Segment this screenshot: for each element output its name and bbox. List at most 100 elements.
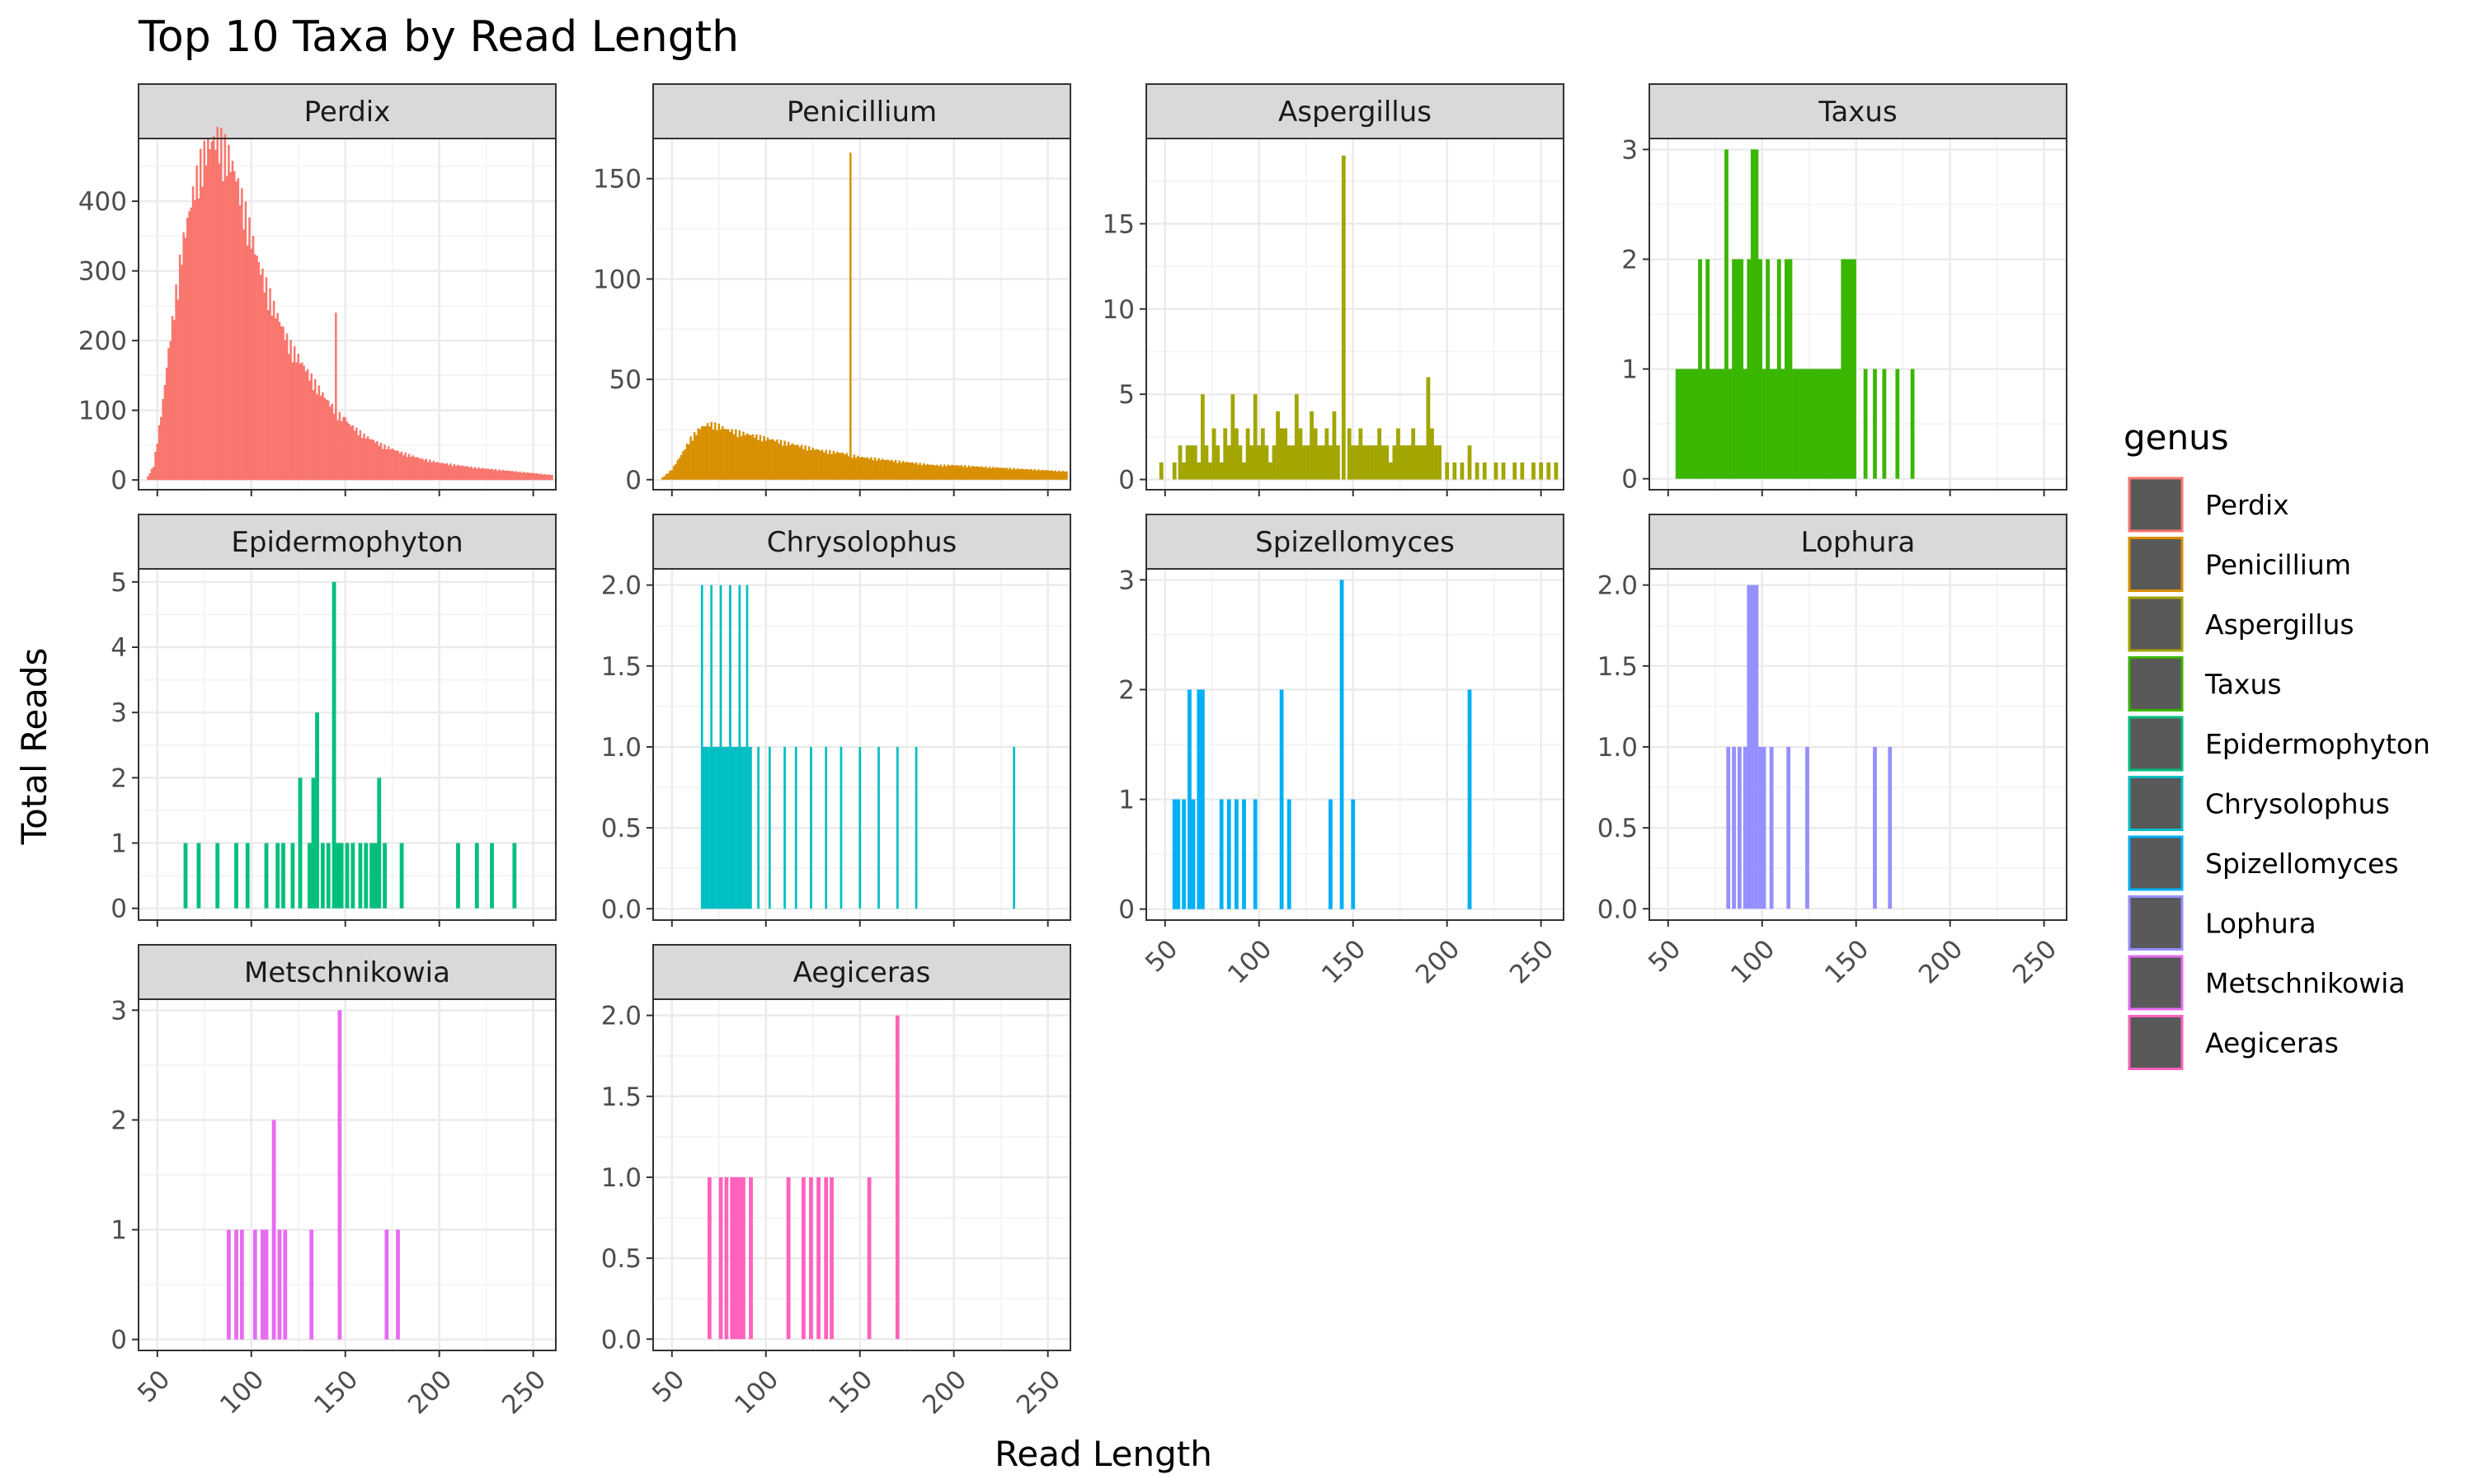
bar — [1788, 259, 1793, 479]
bar — [400, 451, 403, 481]
bar — [1747, 585, 1752, 909]
bar — [675, 464, 677, 480]
x-tick-label: 150 — [1819, 934, 1874, 989]
bar — [319, 395, 322, 481]
bar — [1716, 369, 1721, 479]
bar — [512, 843, 517, 909]
legend-key — [2128, 776, 2184, 831]
bar — [1003, 468, 1006, 480]
bar — [1805, 746, 1809, 909]
legend-key — [2128, 1015, 2184, 1070]
bar — [717, 746, 721, 909]
bar — [1037, 469, 1040, 480]
bar — [254, 254, 256, 481]
bar — [237, 178, 240, 481]
bar — [501, 469, 505, 481]
bar — [952, 465, 955, 480]
facet-strip-label: Penicillium — [787, 96, 937, 129]
bar — [528, 472, 531, 481]
bar — [148, 472, 151, 481]
bar — [723, 746, 726, 909]
bar — [920, 465, 924, 480]
bar — [665, 474, 668, 480]
bar — [913, 463, 916, 480]
bar — [689, 436, 692, 480]
bar — [1317, 445, 1322, 480]
bar — [707, 1176, 712, 1340]
bar — [1766, 259, 1770, 479]
bar — [988, 466, 991, 480]
bar — [685, 444, 689, 480]
bar — [156, 444, 159, 481]
bar — [173, 320, 176, 481]
bar — [794, 444, 797, 480]
bar — [895, 1015, 900, 1340]
bar — [1701, 369, 1706, 479]
bar — [680, 454, 683, 480]
bar — [176, 299, 180, 481]
bar — [735, 429, 737, 480]
bar — [1531, 462, 1536, 480]
bar — [365, 438, 368, 481]
bar — [1197, 689, 1202, 909]
bar — [332, 413, 336, 481]
bar — [312, 390, 315, 481]
bar — [1211, 428, 1216, 480]
y-tick-label: 0 — [1118, 466, 1135, 495]
bar — [396, 1229, 400, 1340]
y-tick-label: 3 — [111, 698, 127, 728]
legend-item-spizellomyces: Spizellomyces — [2128, 835, 2399, 891]
panel-border — [138, 998, 557, 1351]
bar — [892, 462, 896, 480]
bar — [338, 411, 341, 481]
bar — [1739, 259, 1744, 479]
bar — [938, 466, 940, 480]
bar — [383, 843, 387, 909]
bar — [538, 474, 540, 481]
bar — [704, 426, 708, 480]
legend-label: Chrysolophus — [2205, 788, 2390, 820]
bar — [203, 140, 206, 481]
bar — [718, 1176, 723, 1340]
bar — [263, 292, 266, 481]
bar — [824, 1176, 829, 1340]
bar — [708, 426, 711, 480]
bar — [1176, 799, 1181, 909]
bar — [802, 448, 805, 480]
x-tick-label: 200 — [1410, 934, 1465, 989]
panel-aegiceras: Aegiceras 0.0 0.5 1.0 1.5 2.0 50 100 150 200 250 — [601, 944, 1071, 1420]
legend: genus Perdix Penicillium Aspergillus Taxus E… — [2124, 417, 2430, 1070]
legend-key — [2128, 537, 2184, 592]
bar — [1188, 689, 1192, 909]
bar — [306, 369, 309, 481]
bar — [873, 458, 877, 480]
bar — [782, 445, 784, 480]
panel-spizellomyces: Spizellomyces 0 1 2 3 50 100 150 200 250 — [1118, 514, 1564, 989]
bar — [1370, 445, 1374, 480]
bar — [1216, 445, 1221, 480]
panel-border — [1649, 568, 2067, 921]
bar — [1033, 469, 1036, 480]
bar — [783, 746, 786, 909]
bar — [429, 459, 431, 481]
y-tick-label: 0.0 — [1597, 895, 1638, 924]
bar — [402, 455, 405, 481]
legend-item-epidermophyton: Epidermophyton — [2128, 716, 2430, 772]
facet-strip — [138, 514, 557, 570]
bars-penicillium — [661, 153, 1068, 480]
bar — [385, 448, 388, 481]
bar — [1189, 445, 1194, 480]
bar — [830, 1176, 834, 1340]
bar — [1200, 689, 1205, 909]
bar — [935, 464, 938, 480]
y-tick-label: 0.5 — [601, 814, 642, 843]
bar — [742, 746, 745, 909]
bar — [1726, 746, 1731, 909]
bars-epidermophyton — [183, 581, 517, 909]
bar — [280, 326, 283, 481]
y-tick-label: 300 — [78, 257, 127, 287]
bar — [1795, 369, 1800, 479]
bar — [421, 458, 424, 481]
bar — [507, 471, 510, 481]
bar — [1686, 369, 1691, 479]
